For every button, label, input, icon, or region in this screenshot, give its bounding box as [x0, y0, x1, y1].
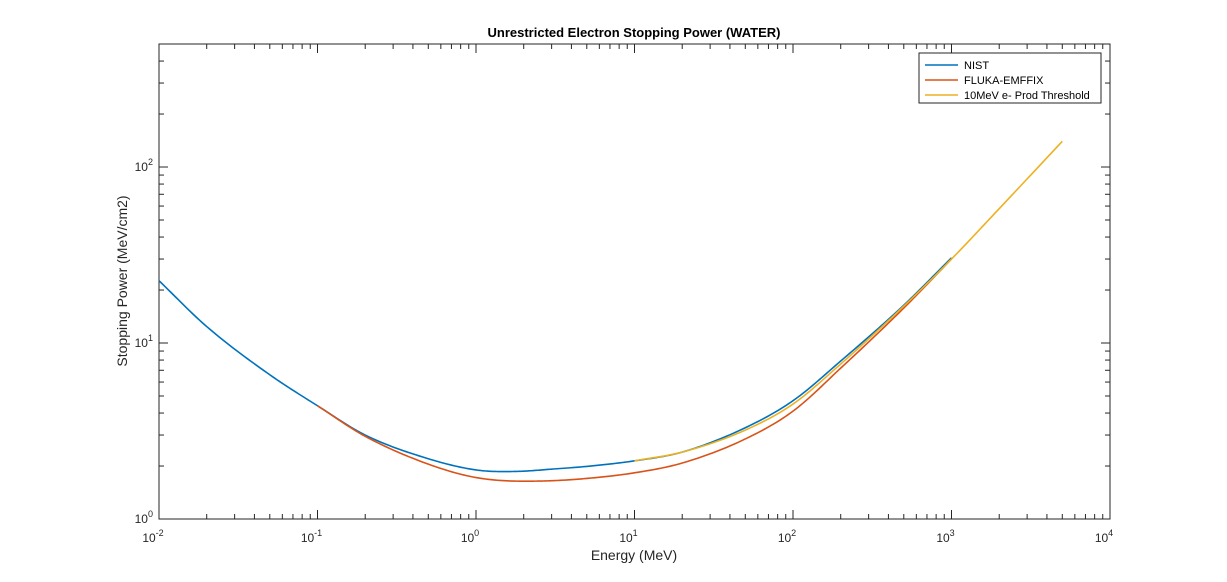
plot-frame — [158, 43, 1111, 520]
y-axis-label: Stopping Power (MeV/cm2) — [114, 195, 130, 366]
series-lines — [158, 140, 1063, 482]
axis-ticks — [158, 43, 1110, 520]
x-tick-label: 101 — [619, 528, 637, 545]
series-line-2 — [317, 258, 953, 482]
x-tick-label: 104 — [1095, 528, 1113, 545]
y-tick-label: 102 — [135, 157, 153, 174]
series-line-1 — [158, 257, 953, 473]
legend-entry: NIST — [964, 60, 989, 72]
x-tick-label: 100 — [461, 528, 479, 545]
legend-entry: 10MeV e- Prod Threshold — [964, 90, 1090, 102]
chart-title: Unrestricted Electron Stopping Power (WA… — [487, 25, 780, 40]
y-tick-label: 100 — [135, 509, 153, 526]
legend: NIST FLUKA-EMFFIX 10MeV e- Prod Threshold — [918, 52, 1102, 104]
x-tick-label: 103 — [936, 528, 954, 545]
x-tick-label: 10-2 — [142, 528, 163, 545]
x-axis-label: Energy (MeV) — [591, 547, 677, 563]
x-tick-label: 102 — [778, 528, 796, 545]
x-tick-label: 10-1 — [301, 528, 322, 545]
y-tick-labels: 100 101 102 — [135, 157, 153, 526]
y-tick-label: 101 — [135, 333, 153, 350]
legend-entry: FLUKA-EMFFIX — [964, 75, 1044, 87]
plot-area — [158, 43, 1111, 520]
series-line-3 — [634, 140, 1063, 462]
x-tick-labels: 10-2 10-1 100 101 102 103 104 — [142, 528, 1113, 545]
